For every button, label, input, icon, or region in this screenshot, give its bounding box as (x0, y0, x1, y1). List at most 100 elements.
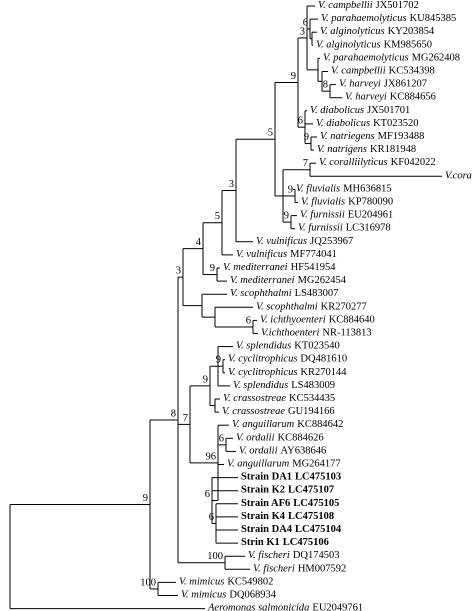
taxon-name: V. mimicus (179, 577, 224, 588)
taxon-label: V. mimicus DQ068934 (181, 590, 277, 601)
accession: LC475105 (293, 498, 339, 509)
accession: EU204961 (348, 210, 394, 221)
taxon-label: V. alginolyticus KM985650 (316, 40, 432, 51)
taxon-name: V. anguillarum (232, 420, 295, 431)
taxon-name: V. vulnificus (256, 236, 307, 247)
taxon-name: V. harveyi (345, 92, 387, 103)
taxon-label: V. furnissii LC316978 (298, 223, 391, 234)
accession: LC475106 (283, 538, 329, 549)
bootstrap-support: 9 (143, 493, 148, 504)
taxon-label: V.cora (445, 171, 472, 182)
bootstrap-support: 9 (284, 211, 289, 222)
accession: LS483009 (291, 380, 335, 391)
accession: KC884642 (297, 420, 343, 431)
taxon-label: Strain K2 LC475107 (241, 485, 334, 496)
accession: KC534435 (289, 393, 335, 404)
accession: KM985650 (384, 40, 432, 51)
taxon-name: V. mediterranei (230, 276, 295, 287)
taxon-label: V. scophthalmi KR270277 (256, 302, 367, 313)
accession: KT023520 (373, 118, 419, 129)
accession: KC884640 (329, 315, 375, 326)
taxon-name: V. natrigens (317, 145, 367, 156)
bootstrap-support: 3 (300, 26, 305, 37)
bootstrap-support: 100 (207, 551, 223, 562)
taxon-label: V. ordalii KC884626 (236, 433, 324, 444)
taxon-name: V. cyclitrophicus (228, 354, 297, 365)
taxon-name: Strain K2 (241, 485, 285, 496)
accession: KC534398 (389, 66, 435, 77)
taxon-label: V. fischeri HM007592 (253, 564, 346, 575)
taxon-name: V. natriegens (320, 131, 375, 142)
accession: HM007592 (298, 564, 346, 575)
taxon-name: V. crassostreae (223, 393, 286, 404)
taxon-name: V. fischeri (253, 564, 295, 575)
taxon-name: V. furnissii (298, 223, 343, 234)
taxon-label: V. mediterranei MG262454 (230, 276, 347, 287)
taxon-label: V. crassostreae KC534435 (223, 393, 335, 404)
bootstrap-support: 9 (291, 71, 296, 82)
taxon-name: V. parahaemolyticus (323, 53, 409, 64)
taxon-label: V. diabolicus JX501701 (310, 105, 410, 116)
accession: KY203854 (388, 27, 435, 38)
taxon-label: V. diabolicus KT023520 (316, 118, 419, 129)
taxon-name: Strin K1 (241, 538, 280, 549)
taxon-label: V. campbellii JX501702 (318, 0, 419, 11)
taxon-name: V. mimicus (181, 590, 226, 601)
taxon-label: V. splendidus LS483009 (233, 380, 335, 391)
taxon-label: V. harveyi KC884656 (345, 92, 436, 103)
bootstrap-support: 6 (209, 512, 214, 523)
accession: KR270277 (321, 302, 367, 313)
bootstrap-support: 96 (206, 451, 217, 462)
accession: MG264177 (292, 459, 340, 470)
taxon-name: V. fluvialis (301, 197, 345, 208)
bootstrap-support: 3 (229, 179, 234, 190)
bootstrap-support: 6 (298, 116, 303, 127)
taxon-name: V. scophthalmi (256, 302, 318, 313)
accession: HF541954 (291, 262, 337, 273)
taxon-label: V. parahaemolyticus KU845385 (321, 14, 456, 25)
taxon-label: V. alginolyticus KY203854 (320, 27, 435, 38)
accession: NR-113813 (322, 328, 371, 339)
taxon-label: V. scophthalmi LS483007 (230, 289, 338, 300)
accession: KR270144 (300, 367, 347, 378)
accession: MH636815 (343, 184, 391, 195)
taxon-name: V. ordalii (239, 446, 278, 457)
taxon-name: V. parahaemolyticus (321, 14, 407, 25)
accession: DQ068934 (229, 590, 276, 601)
accession: KC549802 (227, 577, 273, 588)
bootstrap-support: 4 (196, 237, 202, 248)
taxon-label: V. fluvialis MH636815 (296, 184, 392, 195)
bootstrap-support: 6 (205, 489, 210, 500)
taxon-label: V. cyclitrophicus DQ481610 (228, 354, 347, 365)
taxon-label: V. natriegens MF193488 (320, 131, 424, 142)
accession: MG262454 (298, 276, 347, 287)
taxon-label: V. mimicus KC549802 (179, 577, 273, 588)
taxon-name: V. splendidus (236, 341, 291, 352)
bootstrap-support: 9 (288, 184, 293, 195)
taxon-name: V. splendidus (233, 380, 288, 391)
taxon-name: V. ordalii (236, 433, 275, 444)
taxon-label: V. cyclitrophicus KR270144 (228, 367, 347, 378)
taxon-name: Strain DA1 (241, 472, 292, 483)
taxon-label: V. fischeri DQ174503 (248, 551, 339, 562)
taxon-name: V. crassostreae (222, 407, 285, 418)
taxon-label: V. ordalii AY638646 (239, 446, 326, 457)
accession: JQ253967 (310, 236, 353, 247)
accession: LC475107 (288, 485, 334, 496)
taxon-name: V. diabolicus (316, 118, 370, 129)
accession: MF193488 (378, 131, 425, 142)
taxon-name: V. alginolyticus (316, 40, 381, 51)
taxon-label: V. anguillarum MG264177 (227, 459, 341, 470)
taxon-label: Aeromonas salmonicida EU2049761 (207, 603, 363, 611)
taxon-name: V. mediterranei (223, 262, 288, 273)
accession: LC475108 (288, 511, 334, 522)
accession: KC884626 (278, 433, 324, 444)
accession: EU2049761 (312, 603, 363, 611)
taxon-label: V. fluvialis KP780090 (301, 197, 393, 208)
taxon-label: V. vulnificus JQ253967 (256, 236, 353, 247)
bootstrap-support: 9 (304, 132, 309, 143)
taxon-name: V. coralliilyticus (319, 158, 388, 169)
taxon-name: V. cyclitrophicus (228, 367, 297, 378)
taxon-name: V. scophthalmi (230, 289, 292, 300)
accession: MG262408 (412, 53, 460, 64)
